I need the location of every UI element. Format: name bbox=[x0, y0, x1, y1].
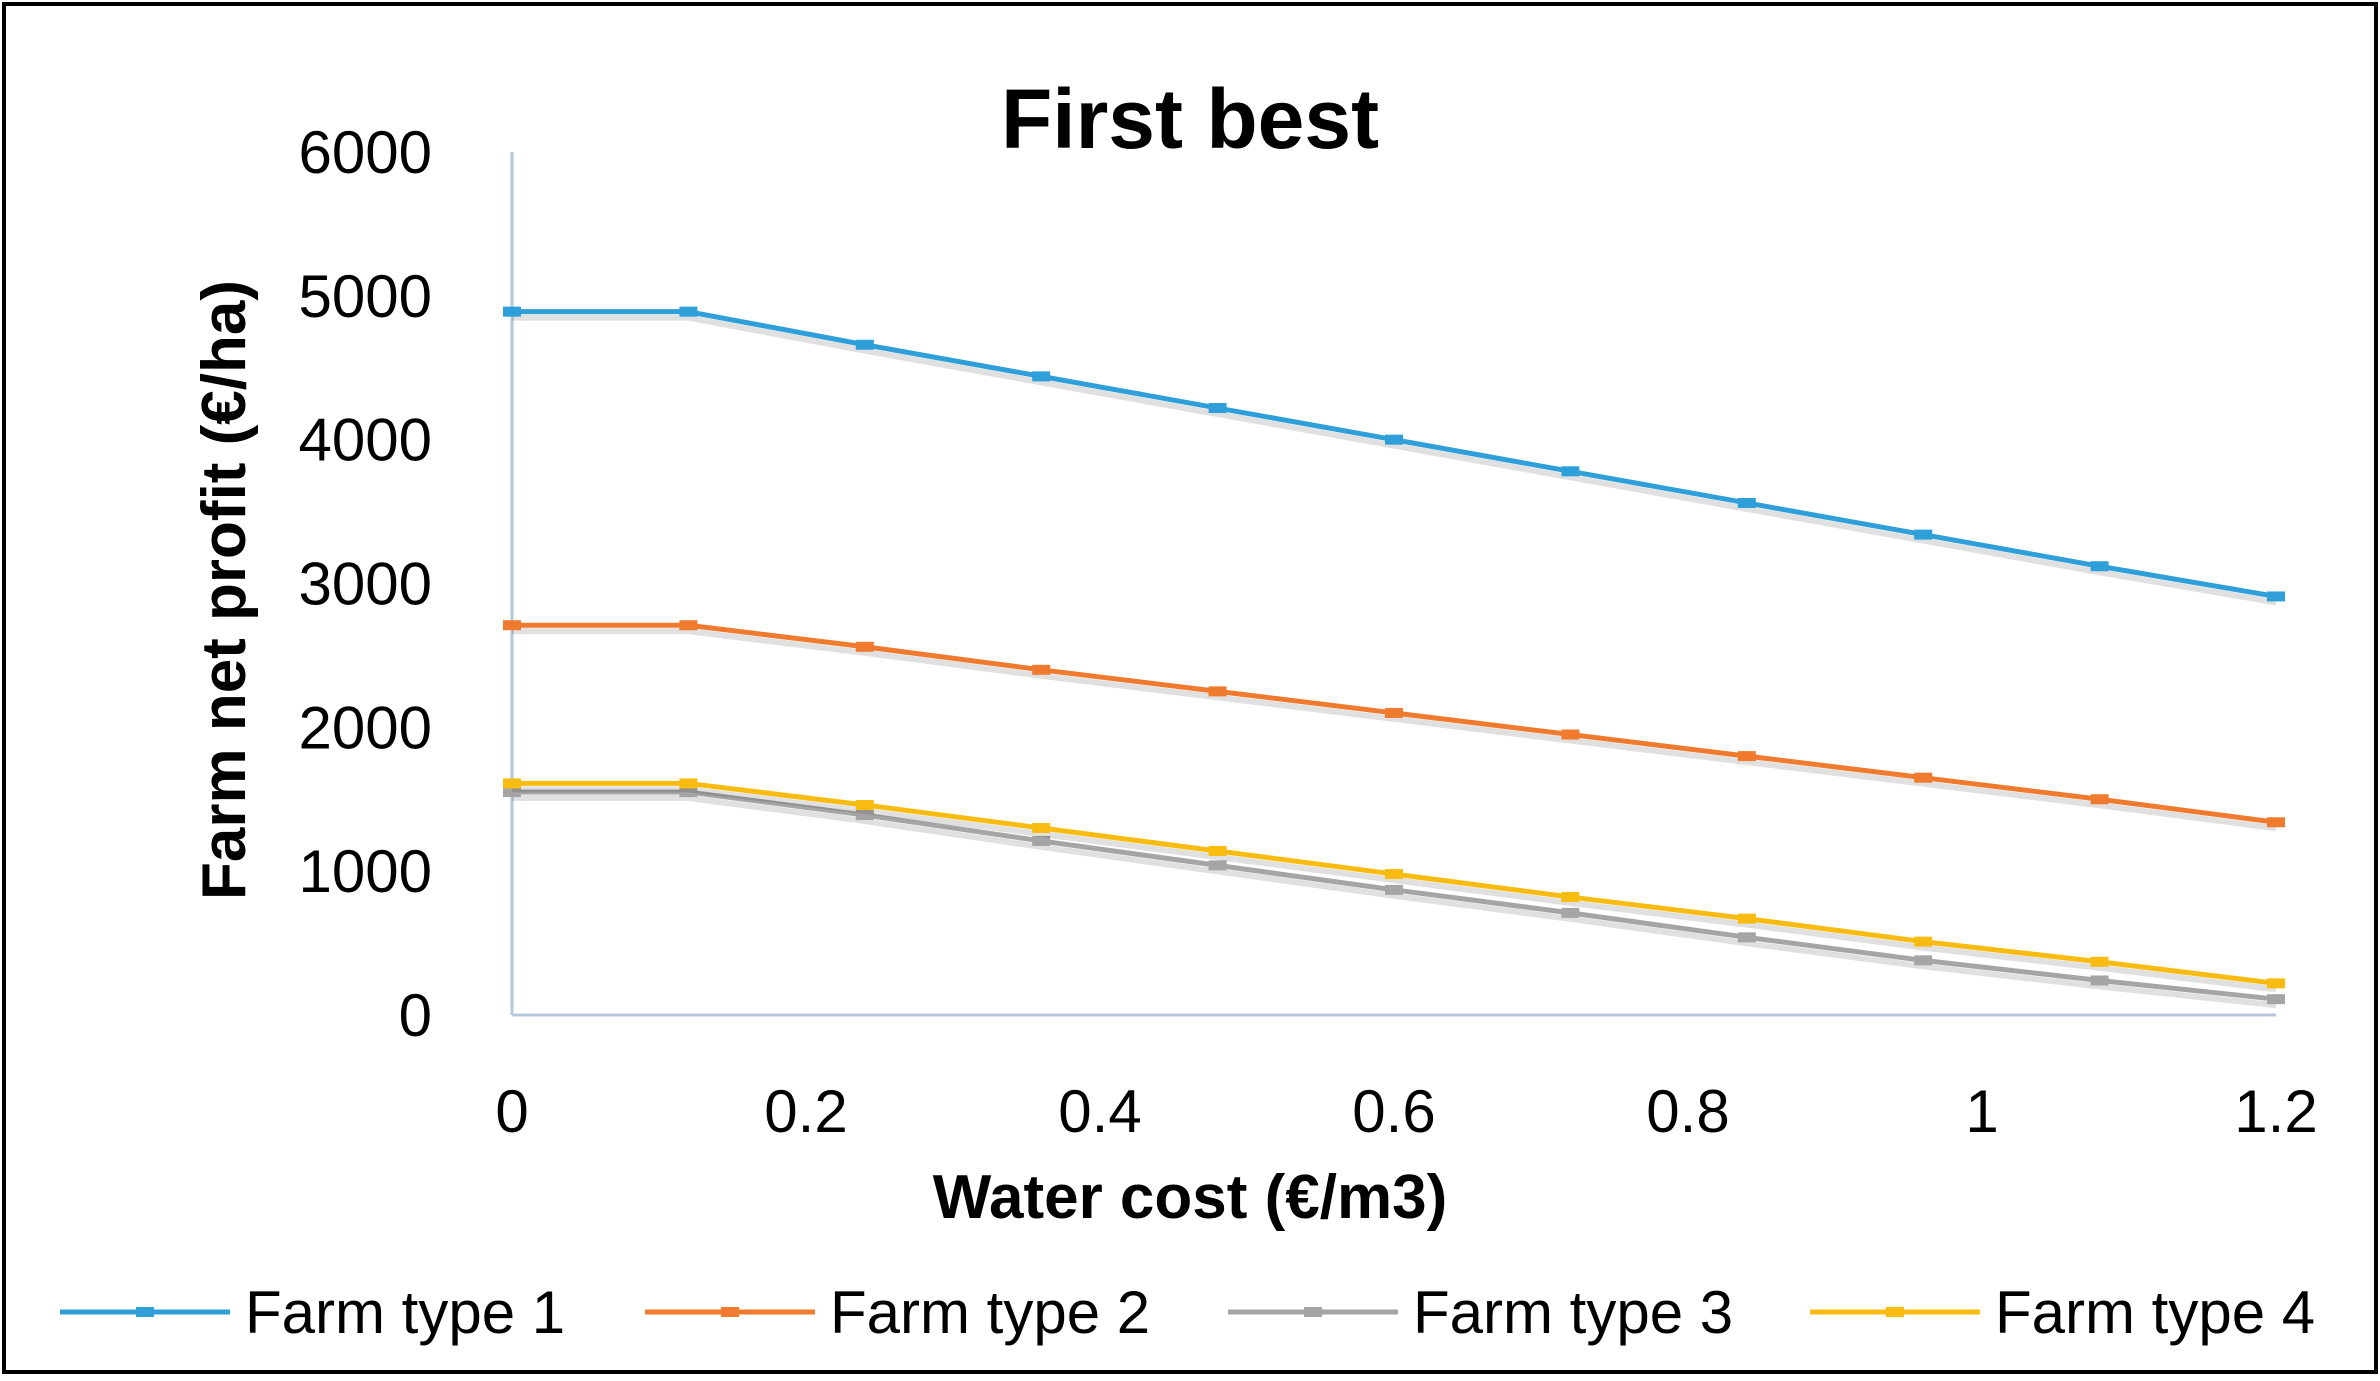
data-point bbox=[1208, 686, 1227, 697]
data-point bbox=[1737, 932, 1756, 943]
data-point bbox=[1914, 772, 1933, 783]
x-tick-label: 0.4 bbox=[1058, 1078, 1141, 1145]
data-point bbox=[1385, 434, 1403, 445]
y-axis-label: Farm net profit (€/ha) bbox=[190, 280, 259, 900]
data-point bbox=[503, 620, 521, 631]
data-point bbox=[1032, 664, 1051, 675]
series-line-shadow bbox=[512, 786, 2277, 993]
data-point bbox=[1561, 892, 1580, 903]
data-point bbox=[1914, 955, 1933, 966]
data-point bbox=[1737, 497, 1756, 508]
data-point bbox=[1385, 884, 1403, 895]
data-point bbox=[1032, 823, 1051, 834]
data-point bbox=[679, 620, 698, 631]
y-tick-label: 2000 bbox=[299, 694, 432, 761]
data-point bbox=[855, 339, 874, 350]
data-point bbox=[2267, 978, 2285, 989]
legend: Farm type 1 Farm type 2 Farm type 3 Farm ty… bbox=[60, 1279, 2315, 1346]
x-tick-label: 0.6 bbox=[1352, 1078, 1435, 1145]
data-point bbox=[1914, 529, 1933, 540]
legend-swatch-marker bbox=[1886, 1307, 1904, 1317]
x-tick-label: 0.8 bbox=[1646, 1078, 1729, 1145]
data-point bbox=[1385, 869, 1403, 880]
legend-item-2: Farm type 2 bbox=[645, 1279, 1150, 1346]
y-tick-label: 0 bbox=[399, 982, 432, 1049]
legend-item-1: Farm type 1 bbox=[60, 1279, 565, 1346]
data-point bbox=[855, 810, 874, 821]
data-point bbox=[2267, 591, 2285, 602]
series-layer bbox=[503, 306, 2285, 1009]
data-point bbox=[2090, 794, 2109, 805]
series-line-shadow bbox=[512, 628, 2277, 832]
legend-label: Farm type 4 bbox=[1995, 1279, 2315, 1346]
data-point bbox=[503, 306, 521, 317]
data-point bbox=[503, 778, 521, 789]
legend-item-3: Farm type 3 bbox=[1228, 1279, 1733, 1346]
data-point bbox=[2267, 817, 2285, 828]
y-tick-label: 4000 bbox=[299, 407, 432, 474]
legend-swatch-marker bbox=[721, 1307, 739, 1317]
data-point bbox=[2090, 975, 2109, 986]
data-point bbox=[1737, 751, 1756, 762]
y-tick-label: 5000 bbox=[299, 263, 432, 330]
data-point bbox=[2090, 956, 2109, 967]
series-3 bbox=[503, 787, 2285, 1009]
y-tick-label: 6000 bbox=[299, 119, 432, 186]
series-4 bbox=[503, 778, 2285, 993]
data-point bbox=[1737, 913, 1756, 924]
data-point bbox=[855, 641, 874, 652]
series-line-shadow bbox=[512, 795, 2277, 1009]
x-tick-label: 1 bbox=[1965, 1078, 1998, 1145]
data-point bbox=[2267, 994, 2285, 1005]
data-point bbox=[1032, 371, 1051, 382]
x-axis-label: Water cost (€/m3) bbox=[933, 1163, 1448, 1232]
legend-swatch-marker bbox=[136, 1307, 154, 1317]
data-point bbox=[2090, 561, 2109, 572]
y-tick-labels: 0 1000 2000 3000 4000 5000 6000 bbox=[299, 119, 432, 1049]
data-point bbox=[1914, 936, 1933, 947]
data-point bbox=[1208, 846, 1227, 857]
series-2 bbox=[503, 620, 2285, 832]
legend-label: Farm type 1 bbox=[245, 1279, 565, 1346]
data-point bbox=[1208, 403, 1227, 414]
y-tick-label: 1000 bbox=[299, 838, 432, 905]
data-point bbox=[1208, 860, 1227, 871]
data-point bbox=[1561, 466, 1580, 477]
chart-title: First best bbox=[1001, 72, 1379, 166]
data-point bbox=[1561, 907, 1580, 918]
data-point bbox=[679, 787, 698, 798]
legend-swatch-marker bbox=[1304, 1307, 1322, 1317]
data-point bbox=[1561, 729, 1580, 740]
data-point bbox=[679, 306, 698, 317]
legend-label: Farm type 2 bbox=[830, 1279, 1150, 1346]
data-point bbox=[1032, 835, 1051, 846]
data-point bbox=[1385, 707, 1403, 718]
x-tick-label: 0 bbox=[495, 1078, 528, 1145]
data-point bbox=[503, 787, 521, 798]
series-1 bbox=[503, 306, 2285, 606]
series-line-shadow bbox=[512, 314, 2277, 606]
x-tick-label: 1.2 bbox=[2234, 1078, 2317, 1145]
x-tick-labels: 0 0.2 0.4 0.6 0.8 1 1.2 bbox=[495, 1078, 2317, 1145]
x-tick-label: 0.2 bbox=[764, 1078, 847, 1145]
legend-item-4: Farm type 4 bbox=[1810, 1279, 2315, 1346]
data-point bbox=[855, 800, 874, 811]
axes bbox=[510, 152, 2276, 1017]
legend-label: Farm type 3 bbox=[1413, 1279, 1733, 1346]
data-point bbox=[679, 778, 698, 789]
y-tick-label: 3000 bbox=[299, 551, 432, 618]
